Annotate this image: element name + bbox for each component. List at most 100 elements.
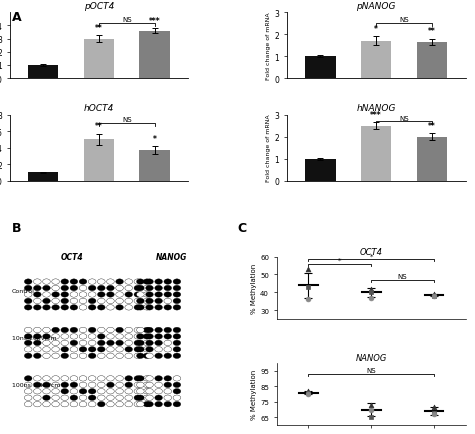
Text: A: A xyxy=(12,11,21,24)
Point xyxy=(367,414,375,421)
Circle shape xyxy=(79,299,87,304)
Circle shape xyxy=(146,305,153,310)
Circle shape xyxy=(116,334,124,339)
Circle shape xyxy=(143,353,151,358)
Circle shape xyxy=(106,395,114,401)
Circle shape xyxy=(79,286,87,291)
Bar xyxy=(28,66,58,79)
Circle shape xyxy=(24,334,32,339)
Circle shape xyxy=(136,401,144,407)
Circle shape xyxy=(146,334,153,339)
Circle shape xyxy=(173,401,181,407)
Circle shape xyxy=(52,286,59,291)
Text: OCT4: OCT4 xyxy=(60,253,83,261)
Text: 100ns 10kV/cm: 100ns 10kV/cm xyxy=(11,382,60,387)
Circle shape xyxy=(61,292,68,297)
Circle shape xyxy=(125,389,133,394)
Circle shape xyxy=(146,299,153,304)
Circle shape xyxy=(24,353,32,358)
Circle shape xyxy=(24,382,32,388)
Circle shape xyxy=(43,279,50,285)
Circle shape xyxy=(143,340,151,346)
Circle shape xyxy=(88,401,96,407)
Circle shape xyxy=(134,353,142,358)
Circle shape xyxy=(116,382,124,388)
Circle shape xyxy=(143,279,151,285)
Circle shape xyxy=(106,334,114,339)
Circle shape xyxy=(164,395,171,401)
Circle shape xyxy=(97,299,105,304)
Circle shape xyxy=(34,347,41,352)
Circle shape xyxy=(52,305,59,310)
Bar xyxy=(361,42,391,79)
Circle shape xyxy=(88,395,96,401)
Circle shape xyxy=(70,376,78,381)
Text: NS: NS xyxy=(366,367,376,373)
Circle shape xyxy=(155,292,162,297)
Circle shape xyxy=(61,279,68,285)
Circle shape xyxy=(125,305,133,310)
Circle shape xyxy=(97,328,105,333)
Bar xyxy=(417,137,447,181)
Circle shape xyxy=(79,279,87,285)
Circle shape xyxy=(125,328,133,333)
Circle shape xyxy=(155,286,162,291)
Circle shape xyxy=(97,279,105,285)
Text: NS: NS xyxy=(399,17,409,23)
Title: pNANOG: pNANOG xyxy=(356,2,396,11)
Circle shape xyxy=(88,292,96,297)
Text: B: B xyxy=(12,221,21,234)
Circle shape xyxy=(43,286,50,291)
Circle shape xyxy=(52,334,59,339)
Circle shape xyxy=(155,376,162,381)
Bar xyxy=(361,126,391,181)
Circle shape xyxy=(125,401,133,407)
Circle shape xyxy=(106,299,114,304)
Circle shape xyxy=(61,347,68,352)
Point xyxy=(304,296,312,303)
Circle shape xyxy=(52,299,59,304)
Circle shape xyxy=(146,353,153,358)
Circle shape xyxy=(79,328,87,333)
Circle shape xyxy=(106,279,114,285)
Circle shape xyxy=(52,328,59,333)
Circle shape xyxy=(146,292,153,297)
Circle shape xyxy=(173,347,181,352)
Circle shape xyxy=(79,347,87,352)
Circle shape xyxy=(173,279,181,285)
Circle shape xyxy=(125,353,133,358)
Circle shape xyxy=(116,395,124,401)
Circle shape xyxy=(155,382,162,388)
Circle shape xyxy=(24,340,32,346)
Circle shape xyxy=(164,292,171,297)
Circle shape xyxy=(97,401,105,407)
Point xyxy=(304,284,312,291)
Circle shape xyxy=(24,328,32,333)
Circle shape xyxy=(143,401,151,407)
Circle shape xyxy=(134,340,142,346)
Circle shape xyxy=(97,286,105,291)
Y-axis label: Fold change of mRNA: Fold change of mRNA xyxy=(266,115,271,182)
Circle shape xyxy=(34,353,41,358)
Circle shape xyxy=(106,328,114,333)
Point xyxy=(430,411,438,418)
Circle shape xyxy=(134,286,142,291)
Circle shape xyxy=(106,401,114,407)
Circle shape xyxy=(52,279,59,285)
Circle shape xyxy=(34,292,41,297)
Circle shape xyxy=(79,401,87,407)
Circle shape xyxy=(125,376,133,381)
Circle shape xyxy=(70,382,78,388)
Text: 10ns 20kV/cm: 10ns 20kV/cm xyxy=(11,335,56,340)
Circle shape xyxy=(155,401,162,407)
Circle shape xyxy=(61,401,68,407)
Circle shape xyxy=(136,395,144,401)
Circle shape xyxy=(79,382,87,388)
Circle shape xyxy=(88,382,96,388)
Circle shape xyxy=(70,334,78,339)
Circle shape xyxy=(164,389,171,394)
Circle shape xyxy=(173,340,181,346)
Circle shape xyxy=(70,401,78,407)
Circle shape xyxy=(164,376,171,381)
Text: C: C xyxy=(238,221,247,234)
